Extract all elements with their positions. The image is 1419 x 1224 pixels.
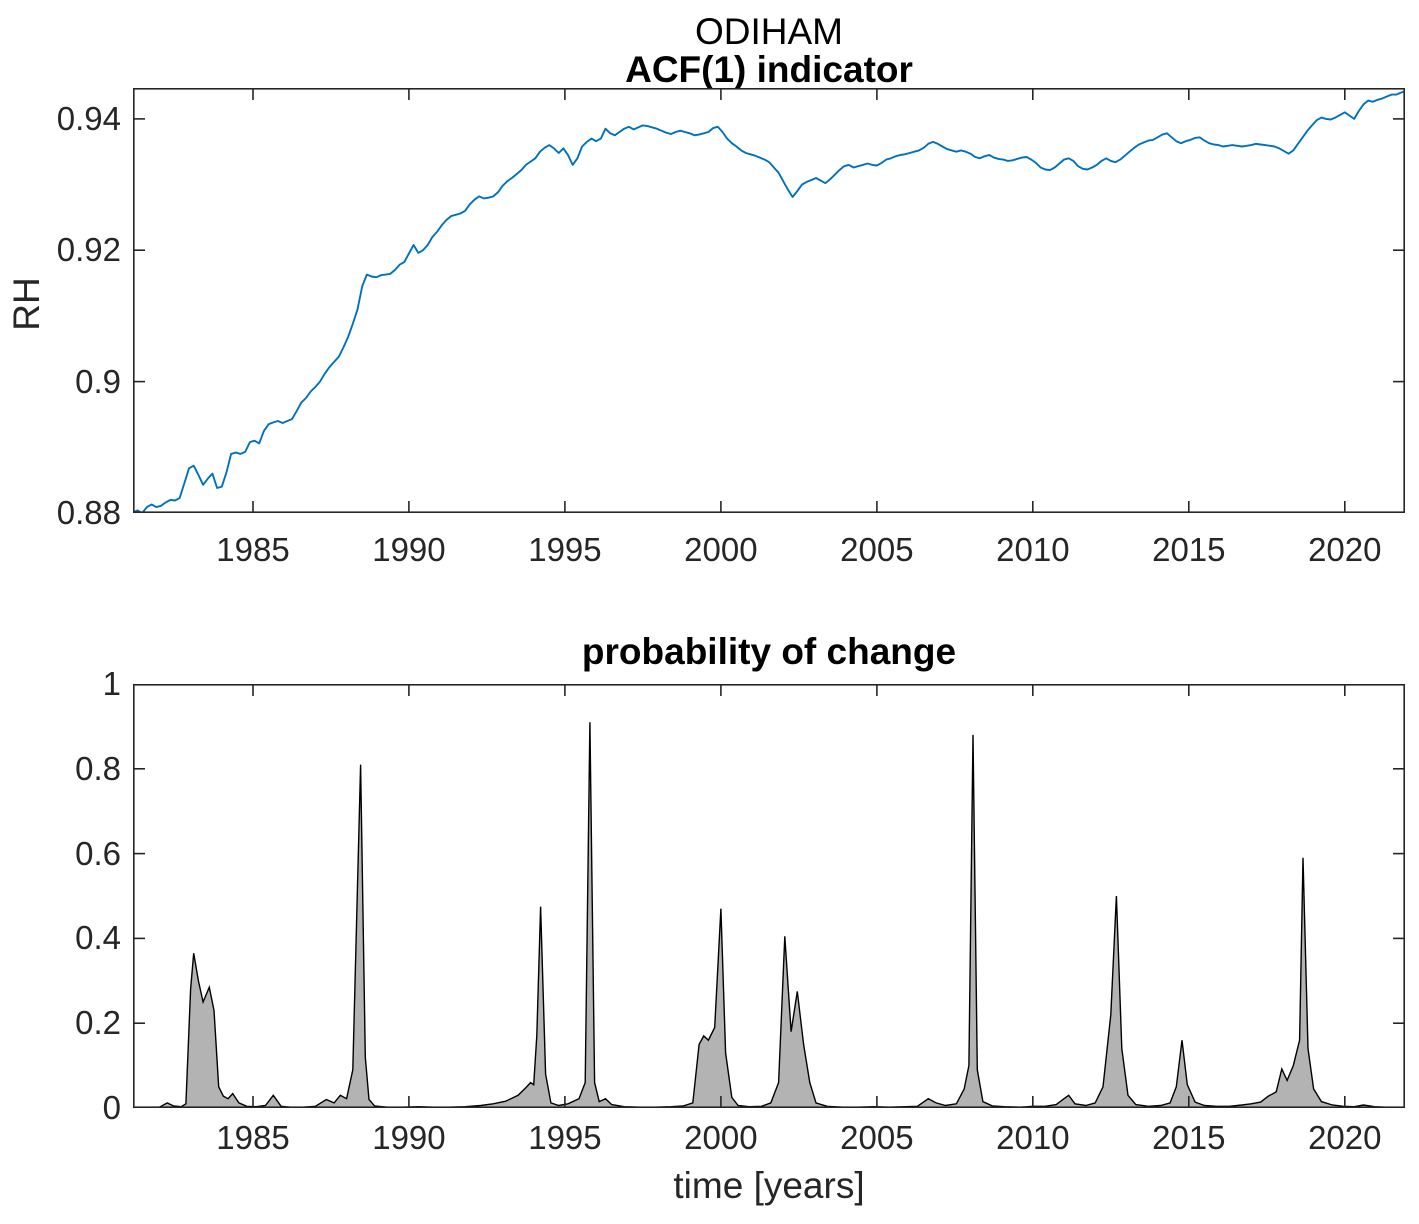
y-tick-label: 0.8: [75, 749, 121, 787]
x-tick-label: 2015: [1152, 1119, 1226, 1156]
y-tick-label: 0.92: [56, 231, 121, 269]
acf1-rh-curve: [133, 90, 1405, 513]
probability-plot-title: probability of change: [581, 631, 957, 672]
x-tick-label: 2005: [840, 531, 914, 568]
x-tick-label: 1995: [528, 531, 602, 568]
x-tick-label: 2010: [996, 1119, 1070, 1156]
x-tick-label: 2000: [684, 531, 758, 568]
y-tick-label: 0.4: [75, 919, 121, 957]
x-tick-label: 1985: [216, 1119, 290, 1156]
x-tick-label: 2015: [1152, 531, 1226, 568]
x-tick-label: 1990: [372, 1119, 446, 1156]
acf-y-tick-labels: 0.88 0.9 0.92 0.94: [0, 88, 121, 531]
x-tick-label: 1990: [372, 531, 446, 568]
x-tick-label: 1995: [528, 1119, 602, 1156]
y-tick-label: 0.88: [56, 494, 121, 531]
y-tick-label: 0.6: [75, 834, 121, 872]
x-tick-label: 2020: [1308, 531, 1382, 568]
acf-plot-title: ACF(1) indicator: [625, 49, 913, 90]
y-tick-label: 0.94: [56, 99, 121, 137]
y-tick-label: 1: [102, 665, 121, 702]
time-x-axis-label: time [years]: [673, 1165, 865, 1206]
acf-plot-area: [133, 88, 1405, 513]
y-tick-label: 0.9: [75, 362, 121, 400]
x-tick-label: 2010: [996, 531, 1070, 568]
axes-box: [133, 684, 1405, 1108]
x-tick-label: 2020: [1308, 1119, 1382, 1156]
probability-plot-area: [133, 684, 1405, 1108]
axes-box: [133, 88, 1405, 513]
probability-y-tick-labels: 0 0.2 0.4 0.6 0.8 1: [0, 665, 121, 1126]
change-probability-area: [133, 722, 1405, 1108]
acf-x-tick-labels: 1985 1990 1995 2000 2005 2010 2015 2020: [133, 530, 1405, 570]
probability-x-tick-labels: 1985 1990 1995 2000 2005 2010 2015 2020: [133, 1118, 1405, 1158]
x-tick-label: 2005: [840, 1119, 914, 1156]
y-tick-label: 0: [102, 1089, 121, 1126]
y-tick-label: 0.2: [75, 1004, 121, 1042]
x-tick-label: 2000: [684, 1119, 758, 1156]
figure-suptitle: ODIHAM: [695, 11, 843, 52]
x-tick-label: 1985: [216, 531, 290, 568]
